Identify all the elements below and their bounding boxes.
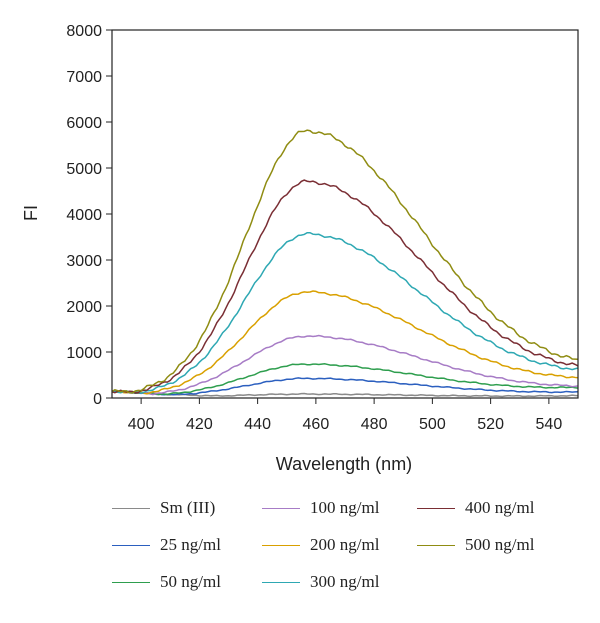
legend-item: Sm (III) (112, 498, 262, 518)
series-line-400-ng-ml (111, 179, 579, 394)
legend-label: 25 ng/ml (160, 535, 221, 554)
legend-label: 200 ng/ml (310, 535, 380, 554)
y-tick-label: 5000 (66, 161, 102, 178)
legend-item: 500 ng/ml (417, 535, 577, 555)
legend-item: 300 ng/ml (262, 572, 417, 592)
legend-item: 200 ng/ml (262, 535, 417, 555)
plot-frame (111, 29, 579, 399)
series-line-100-ng-ml (111, 334, 579, 396)
legend-swatch (112, 544, 150, 546)
legend-item: 400 ng/ml (417, 498, 577, 518)
y-tick-label: 0 (93, 391, 102, 408)
y-tick-label: 3000 (66, 253, 102, 270)
legend-label: 400 ng/ml (465, 498, 535, 517)
legend-item: 25 ng/ml (112, 535, 262, 555)
x-tick-label: 540 (536, 416, 563, 433)
y-tick-label: 2000 (66, 299, 102, 316)
y-tick-label: 6000 (66, 115, 102, 132)
legend-swatch (112, 581, 150, 583)
x-tick-label: 480 (361, 416, 388, 433)
series-line-sm-iii- (111, 390, 579, 398)
x-tick-label: 420 (186, 416, 213, 433)
y-tick-label: 8000 (66, 23, 102, 40)
legend-item: 100 ng/ml (262, 498, 417, 518)
legend-swatch (262, 507, 300, 509)
series-line-50-ng-ml (111, 363, 579, 396)
legend-swatch (417, 544, 455, 546)
legend-label: 300 ng/ml (310, 572, 380, 591)
x-axis-label: Wavelength (nm) (276, 454, 412, 474)
x-axis-ticks: 400 420 440 460 480 500 520 540 (128, 398, 563, 433)
y-axis-ticks: 0 1000 2000 3000 4000 5000 6000 7000 8000 (66, 23, 112, 408)
x-tick-label: 400 (128, 416, 155, 433)
plot-lines (111, 129, 579, 398)
legend-label: 50 ng/ml (160, 572, 221, 591)
x-tick-label: 500 (419, 416, 446, 433)
legend-label: 500 ng/ml (465, 535, 535, 554)
legend-label: 100 ng/ml (310, 498, 380, 517)
legend-swatch (262, 544, 300, 546)
x-tick-label: 520 (477, 416, 504, 433)
series-line-25-ng-ml (111, 377, 579, 396)
x-tick-label: 440 (244, 416, 271, 433)
legend: Sm (III) 100 ng/ml 400 ng/ml 25 ng/ml 200 ng… (112, 498, 582, 592)
legend-label: Sm (III) (160, 498, 216, 517)
legend-item: 50 ng/ml (112, 572, 262, 592)
legend-swatch (262, 581, 300, 583)
series-line-200-ng-ml (111, 290, 579, 395)
y-axis-label: FI (21, 205, 41, 221)
legend-item (417, 572, 577, 592)
y-tick-label: 4000 (66, 207, 102, 224)
series-line-500-ng-ml (111, 129, 579, 394)
legend-swatch (112, 507, 150, 509)
legend-swatch (417, 507, 455, 509)
series-line-300-ng-ml (111, 231, 579, 394)
y-tick-label: 1000 (66, 345, 102, 362)
y-tick-label: 7000 (66, 69, 102, 86)
x-tick-label: 460 (303, 416, 330, 433)
